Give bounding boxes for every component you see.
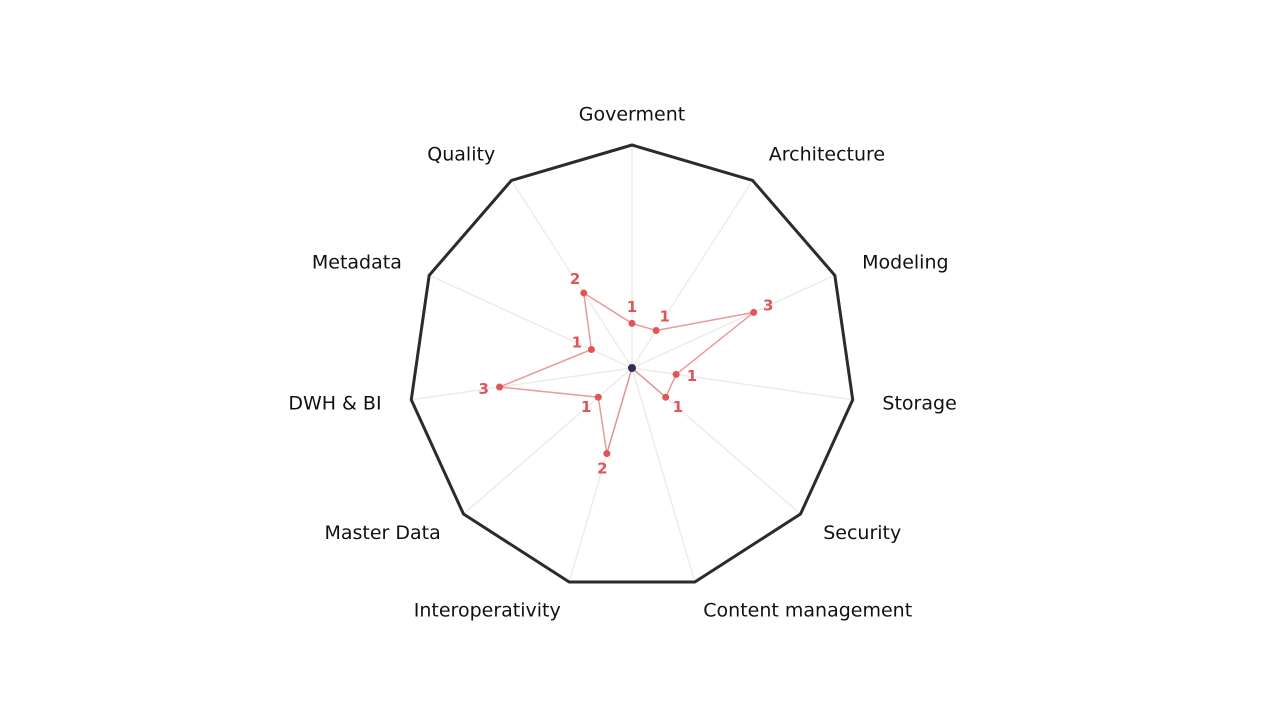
data-point <box>750 308 758 316</box>
value-label: 1 <box>687 367 697 385</box>
axis-label: Modeling <box>862 251 948 273</box>
axis-label: Interoperativity <box>414 599 561 621</box>
series-line <box>499 291 755 454</box>
spoke <box>411 367 633 401</box>
spoke <box>462 367 633 515</box>
spoke <box>428 274 633 369</box>
axis-label: DWH & BI <box>288 393 381 415</box>
axis-label: Quality <box>427 144 495 166</box>
data-point <box>662 393 670 401</box>
data-point <box>587 345 595 353</box>
axis-label: Goverment <box>579 104 685 126</box>
value-label: 2 <box>570 270 580 288</box>
axis-label: Metadata <box>312 251 402 273</box>
data-point <box>628 319 636 327</box>
data-point <box>594 393 602 401</box>
data-point <box>603 450 611 458</box>
spoke <box>631 179 754 369</box>
outer-frame <box>409 143 855 584</box>
spoke <box>631 367 853 401</box>
value-label: 1 <box>660 308 670 326</box>
data-point <box>580 289 588 297</box>
value-label: 1 <box>627 298 637 316</box>
spoke <box>510 179 633 369</box>
value-label: 3 <box>479 380 489 398</box>
axis-label: Storage <box>882 393 956 415</box>
value-label: 1 <box>572 333 582 351</box>
spoke <box>631 274 836 369</box>
axis-label: Architecture <box>769 144 885 166</box>
data-point <box>652 326 660 334</box>
value-label: 2 <box>597 459 607 477</box>
value-label: 1 <box>673 398 683 416</box>
center-dot <box>628 364 636 372</box>
value-label: 3 <box>763 296 773 314</box>
spoke <box>631 367 696 583</box>
data-point <box>496 383 504 391</box>
value-label: 1 <box>581 398 591 416</box>
data-point <box>672 370 680 378</box>
axis-label: Security <box>823 522 901 544</box>
axis-label: Content management <box>703 599 912 621</box>
axis-label: Master Data <box>324 522 440 544</box>
